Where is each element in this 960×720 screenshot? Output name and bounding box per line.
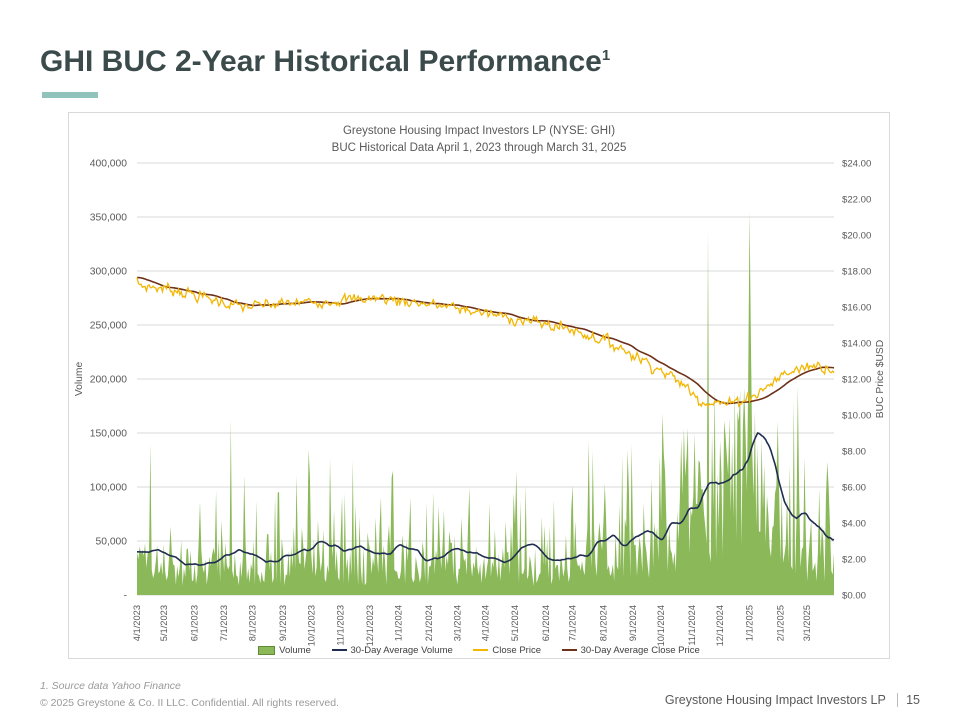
svg-text:400,000: 400,000 — [90, 159, 127, 170]
svg-text:100,000: 100,000 — [90, 483, 127, 494]
svg-text:$20.00: $20.00 — [842, 231, 871, 242]
svg-text:300,000: 300,000 — [90, 267, 127, 278]
svg-text:12/1/2023: 12/1/2023 — [365, 605, 375, 646]
svg-text:$22.00: $22.00 — [842, 195, 871, 206]
svg-text:11/1/2024: 11/1/2024 — [687, 605, 697, 646]
svg-text:50,000: 50,000 — [96, 537, 128, 548]
svg-text:4/1/2024: 4/1/2024 — [481, 605, 491, 641]
svg-text:6/1/2024: 6/1/2024 — [541, 605, 551, 641]
svg-text:1/1/2024: 1/1/2024 — [393, 605, 403, 641]
svg-text:$0.00: $0.00 — [842, 591, 866, 602]
svg-text:4/1/2023: 4/1/2023 — [132, 605, 142, 641]
svg-text:11/1/2023: 11/1/2023 — [336, 605, 346, 646]
svg-text:$10.00: $10.00 — [842, 411, 871, 422]
svg-text:9/1/2024: 9/1/2024 — [628, 605, 638, 641]
svg-text:10/1/2024: 10/1/2024 — [656, 605, 666, 646]
svg-text:10/1/2023: 10/1/2023 — [306, 605, 316, 646]
svg-text:5/1/2024: 5/1/2024 — [510, 605, 520, 641]
svg-text:7/1/2023: 7/1/2023 — [219, 605, 229, 641]
svg-text:$8.00: $8.00 — [842, 447, 866, 458]
svg-text:250,000: 250,000 — [90, 321, 127, 332]
svg-text:BUC Price $USD: BUC Price $USD — [875, 340, 886, 418]
svg-text:$16.00: $16.00 — [842, 303, 871, 314]
svg-text:12/1/2024: 12/1/2024 — [715, 605, 725, 646]
svg-text:8/1/2024: 8/1/2024 — [598, 605, 608, 641]
svg-text:200,000: 200,000 — [90, 375, 127, 386]
svg-text:$18.00: $18.00 — [842, 267, 871, 278]
svg-text:6/1/2023: 6/1/2023 — [190, 605, 200, 641]
svg-text:9/1/2023: 9/1/2023 — [278, 605, 288, 641]
svg-text:7/1/2024: 7/1/2024 — [568, 605, 578, 641]
svg-text:$24.00: $24.00 — [842, 159, 871, 170]
svg-text:$4.00: $4.00 — [842, 519, 866, 530]
svg-text:150,000: 150,000 — [90, 429, 127, 440]
svg-text:$6.00: $6.00 — [842, 483, 866, 494]
svg-text:$12.00: $12.00 — [842, 375, 871, 386]
svg-text:$14.00: $14.00 — [842, 339, 871, 350]
svg-text:-: - — [124, 591, 127, 602]
svg-text:3/1/2025: 3/1/2025 — [802, 605, 812, 641]
svg-text:8/1/2023: 8/1/2023 — [247, 605, 257, 641]
svg-text:$2.00: $2.00 — [842, 555, 866, 566]
svg-text:Volume: Volume — [74, 362, 85, 397]
svg-text:2/1/2024: 2/1/2024 — [424, 605, 434, 641]
svg-text:3/1/2024: 3/1/2024 — [452, 605, 462, 641]
svg-text:1/1/2025: 1/1/2025 — [745, 605, 755, 641]
svg-text:5/1/2023: 5/1/2023 — [159, 605, 169, 641]
svg-text:350,000: 350,000 — [90, 213, 127, 224]
svg-text:2/1/2025: 2/1/2025 — [775, 605, 785, 641]
